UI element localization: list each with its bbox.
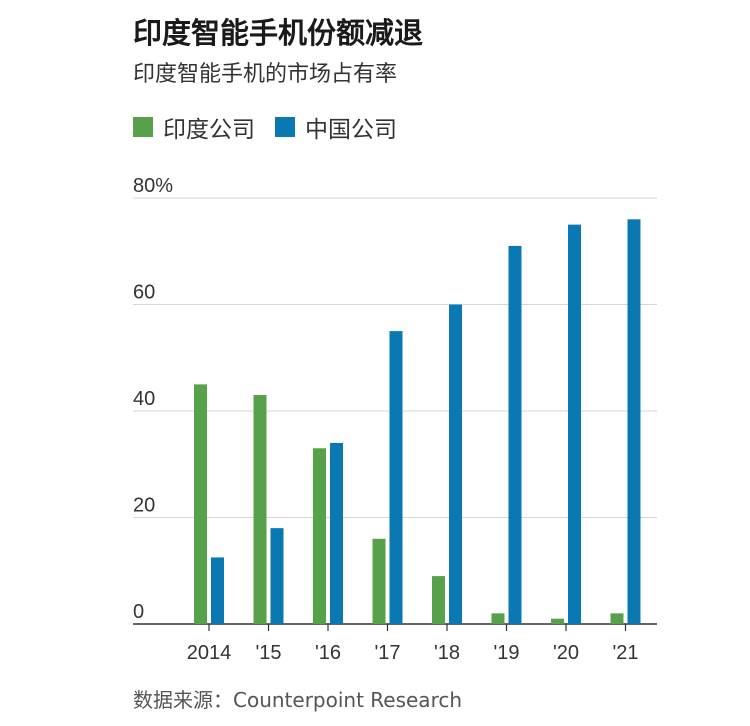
bar-india: [610, 613, 624, 624]
y-tick-label: 80%: [133, 175, 173, 197]
legend-swatch-india: [133, 117, 153, 137]
legend-label-india: 印度公司: [163, 117, 255, 143]
y-tick-label: 0: [133, 601, 144, 623]
bar-china: [270, 528, 284, 624]
bar-china: [449, 304, 462, 624]
x-tick-label: '16: [315, 642, 341, 664]
bar-china: [508, 245, 522, 625]
bar-china: [568, 224, 581, 624]
x-tick-label: '20: [553, 642, 579, 664]
y-tick-label: 20: [133, 495, 155, 517]
source-note: 数据来源：Counterpoint Research: [133, 688, 463, 712]
chart-title: 印度智能手机份额减退: [133, 16, 424, 50]
bar-china: [211, 557, 224, 624]
bar-china: [330, 442, 343, 624]
bar-india: [491, 613, 505, 624]
y-tick-label: 40: [133, 388, 155, 410]
bars: [194, 219, 641, 625]
chart-subtitle: 印度智能手机的市场占有率: [133, 62, 398, 87]
bar-india: [432, 576, 445, 624]
x-tick-label: 2014: [187, 642, 232, 664]
bar-china: [389, 331, 403, 624]
x-tick-label: '18: [434, 642, 460, 664]
x-tick-label: '21: [612, 642, 638, 664]
legend-item-china: 中国公司: [275, 110, 397, 144]
bar-india: [551, 618, 564, 624]
x-tick-label: '19: [493, 642, 519, 664]
bar-india: [313, 448, 326, 624]
bar-india: [194, 384, 207, 624]
x-tick-label: '17: [374, 642, 400, 664]
y-axis-labels: 0 20 40 60 80%: [133, 175, 173, 623]
legend-swatch-china: [275, 117, 295, 137]
legend-item-india: 印度公司: [133, 110, 255, 144]
y-tick-label: 60: [133, 282, 155, 304]
bar-india: [372, 538, 386, 624]
x-tick-label: '15: [255, 642, 281, 664]
legend: 印度公司 中国公司: [133, 110, 417, 144]
legend-label-china: 中国公司: [305, 117, 397, 143]
bar-india: [253, 395, 267, 624]
x-axis-labels: 2014 '15 '16 '17 '18 '19 '20 '21: [187, 624, 639, 664]
bar-china: [627, 219, 641, 625]
